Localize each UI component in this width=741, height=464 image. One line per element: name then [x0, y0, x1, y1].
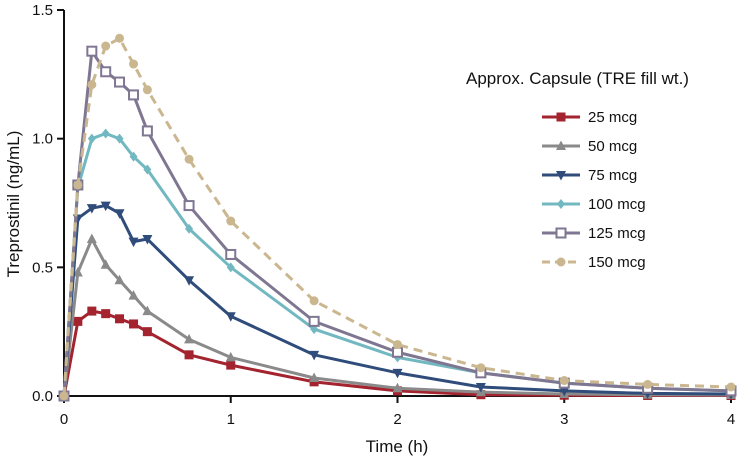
- x-tick-label: 4: [727, 411, 735, 428]
- data-point: [142, 235, 153, 245]
- x-tick-label: 0: [60, 411, 68, 428]
- x-axis-title: Time (h): [366, 437, 429, 456]
- legend-item: 50 mcg: [542, 138, 637, 155]
- data-point: [100, 201, 111, 212]
- legend-marker: [556, 140, 566, 150]
- x-tick-label: 3: [560, 411, 568, 428]
- data-point: [143, 164, 152, 175]
- data-point: [184, 276, 195, 286]
- data-point: [114, 76, 126, 88]
- data-point: [86, 204, 97, 214]
- data-point: [392, 346, 403, 358]
- data-point: [142, 327, 152, 337]
- data-point: [73, 180, 83, 190]
- data-point: [101, 41, 111, 51]
- data-point: [226, 262, 235, 273]
- data-point: [115, 133, 124, 144]
- legend-marker: [557, 199, 565, 209]
- data-point: [142, 305, 153, 316]
- data-point: [72, 266, 83, 277]
- legend-item: 25 mcg: [542, 109, 637, 126]
- data-point: [128, 237, 139, 248]
- legend-title: Approx. Capsule (TRE fill wt.): [466, 69, 689, 88]
- data-point: [225, 351, 236, 362]
- data-point: [87, 133, 96, 144]
- legend-marker: [556, 171, 566, 181]
- legend-marker: [556, 112, 566, 122]
- legend-label: 75 mcg: [588, 167, 637, 184]
- data-point: [86, 233, 97, 244]
- data-point: [87, 306, 97, 316]
- data-point: [184, 154, 194, 164]
- x-tick-label: 2: [393, 411, 401, 428]
- data-point: [559, 386, 570, 397]
- data-point: [726, 382, 736, 392]
- y-tick-label: 0.5: [32, 259, 53, 276]
- data-point: [559, 376, 569, 386]
- y-tick-label: 1.0: [32, 131, 53, 148]
- data-point: [87, 80, 97, 90]
- data-point: [59, 391, 69, 401]
- legend-label: 100 mcg: [588, 196, 646, 213]
- data-point: [226, 216, 236, 226]
- data-point: [142, 85, 152, 95]
- data-point: [114, 209, 125, 219]
- y-tick-label: 0.0: [32, 388, 53, 405]
- data-point: [309, 372, 320, 382]
- legend-item: 125 mcg: [542, 225, 646, 242]
- data-point: [643, 379, 653, 389]
- legend: Approx. Capsule (TRE fill wt.) 25 mcg 50 …: [466, 69, 689, 271]
- data-point: [475, 382, 486, 393]
- legend-label: 150 mcg: [588, 254, 646, 271]
- data-point: [100, 66, 112, 78]
- data-point: [183, 200, 195, 212]
- data-point: [393, 340, 402, 350]
- data-point: [308, 315, 320, 327]
- y-axis-title: Treprostinil (ng/mL): [4, 131, 23, 278]
- legend-item: 100 mcg: [542, 196, 646, 213]
- data-point: [73, 316, 83, 326]
- data-point: [86, 45, 98, 57]
- legend-marker: [555, 227, 567, 239]
- legend-label: 125 mcg: [588, 225, 646, 242]
- data-point: [101, 128, 110, 139]
- data-point: [129, 151, 138, 162]
- data-point: [115, 33, 125, 43]
- data-point: [141, 125, 153, 137]
- y-ticks: 0.0 0.5 1.0 1.5: [32, 2, 64, 405]
- y-tick-label: 1.5: [32, 2, 53, 19]
- data-point: [128, 290, 139, 300]
- data-point: [128, 89, 140, 101]
- data-point: [129, 59, 139, 69]
- legend-item: 75 mcg: [542, 167, 637, 184]
- data-point: [114, 274, 125, 285]
- x-tick-label: 1: [227, 411, 235, 428]
- legend-item: 150 mcg: [542, 254, 646, 271]
- data-point: [185, 223, 194, 234]
- data-point: [476, 363, 486, 373]
- data-point: [129, 319, 139, 329]
- data-point: [392, 368, 403, 379]
- legend-items: 25 mcg 50 mcg 75 mcg 100 mcg 125 mcg 150 mcg: [542, 109, 646, 271]
- series-75-mcg: [59, 201, 736, 402]
- data-point: [225, 312, 236, 322]
- data-point: [100, 259, 111, 269]
- legend-label: 50 mcg: [588, 138, 637, 155]
- data-point: [392, 382, 403, 393]
- data-point: [309, 350, 320, 361]
- data-point: [101, 309, 111, 319]
- x-ticks: 0 1 2 3 4: [60, 396, 735, 428]
- data-point: [225, 248, 237, 260]
- data-point: [309, 296, 319, 306]
- data-point: [226, 360, 236, 370]
- series-150-mcg: [59, 33, 736, 401]
- data-point: [115, 314, 125, 324]
- data-point: [184, 350, 194, 360]
- data-point: [184, 333, 195, 344]
- series-layer: [58, 33, 737, 402]
- legend-marker: [556, 257, 566, 267]
- legend-label: 25 mcg: [588, 109, 637, 126]
- series-line: [62, 36, 732, 397]
